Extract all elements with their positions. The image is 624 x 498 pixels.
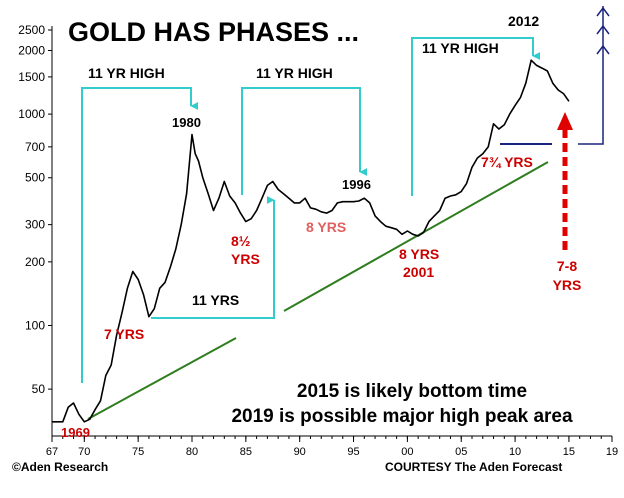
y-tick-label: 50 bbox=[32, 382, 46, 396]
projection-line bbox=[578, 6, 604, 145]
trend-line-lower bbox=[87, 337, 237, 420]
phase-bracket-1969-1980 bbox=[81, 87, 199, 383]
projection-arrowhead bbox=[596, 6, 610, 17]
annotation-8-half: 8½ bbox=[231, 233, 251, 249]
x-tick-label: 15 bbox=[563, 446, 575, 458]
footer-left: ©Aden Research bbox=[12, 460, 108, 474]
x-tick-label: 00 bbox=[401, 446, 413, 458]
annotation-8-yrs: 8 YRS bbox=[399, 246, 439, 262]
annotation-1969: 1969 bbox=[61, 425, 90, 440]
y-tick-label: 300 bbox=[25, 218, 45, 232]
annotation-2001: 2001 bbox=[403, 264, 434, 280]
trend-line-upper bbox=[283, 161, 549, 312]
y-tick-label: 1000 bbox=[18, 107, 45, 121]
annotation-2012-peak: 2012 bbox=[508, 13, 539, 29]
annotation-11yr-high-2: 11 YR HIGH bbox=[256, 65, 333, 81]
y-tick-label: 700 bbox=[25, 140, 45, 154]
annotation-7-yrs: 7 YRS bbox=[104, 326, 144, 342]
annotation-7-75-yrs: 7¾ YRS bbox=[481, 154, 533, 170]
x-tick-label: 85 bbox=[240, 446, 252, 458]
y-tick-label: 1500 bbox=[18, 70, 45, 84]
x-tick-label: 10 bbox=[509, 446, 521, 458]
y-tick-label: 100 bbox=[25, 318, 45, 332]
y-tick-label: 2500 bbox=[18, 23, 45, 37]
x-tick-label: 19 bbox=[606, 446, 618, 458]
x-tick-label: 05 bbox=[455, 446, 467, 458]
bottom-projection-arrowhead bbox=[557, 112, 573, 130]
decoration-layer bbox=[81, 6, 610, 420]
y-tick-label: 200 bbox=[25, 255, 45, 269]
phase-bracket-1976-1987 bbox=[151, 196, 275, 319]
chart-title: GOLD HAS PHASES ... bbox=[68, 17, 359, 47]
footer-right: COURTESY The Aden Forecast bbox=[385, 460, 562, 474]
note-major-high: 2019 is possible major high peak area bbox=[231, 406, 573, 427]
annotations: 11 YR HIGH 11 YR HIGH 11 YR HIGH 1980 19… bbox=[61, 13, 581, 440]
annotation-1996-peak: 1996 bbox=[342, 177, 371, 192]
annotation-8-yrs-salmon: 8 YRS bbox=[306, 219, 346, 235]
projection-arrowhead bbox=[596, 44, 610, 55]
x-tick-label: 95 bbox=[347, 446, 359, 458]
note-bottom-time: 2015 is likely bottom time bbox=[297, 381, 527, 402]
gold-price-line bbox=[52, 59, 570, 423]
annotation-1980-peak: 1980 bbox=[172, 115, 201, 130]
x-tick-label: 75 bbox=[132, 446, 144, 458]
annotation-11yr-high-1: 11 YR HIGH bbox=[88, 65, 165, 81]
x-tick-label: 90 bbox=[294, 446, 306, 458]
phase-bracket-1985-1996 bbox=[241, 87, 368, 195]
phase-bracket-2001-2012 bbox=[411, 37, 541, 196]
series-layer bbox=[52, 59, 570, 423]
x-tick-label: 67 bbox=[46, 446, 58, 458]
y-tick-label: 500 bbox=[25, 171, 45, 185]
annotation-11-yrs: 11 YRS bbox=[192, 292, 239, 308]
x-tick-label: 70 bbox=[78, 446, 90, 458]
annotation-8-half-yrs: YRS bbox=[231, 251, 260, 267]
y-tick-label: 2000 bbox=[18, 43, 45, 57]
annotation-7-8-yrs: YRS bbox=[553, 277, 582, 293]
x-tick-label: 80 bbox=[186, 446, 198, 458]
projection-arrowhead bbox=[596, 24, 610, 35]
annotation-7-8: 7-8 bbox=[557, 258, 577, 274]
annotation-11yr-high-3: 11 YR HIGH bbox=[422, 40, 499, 56]
